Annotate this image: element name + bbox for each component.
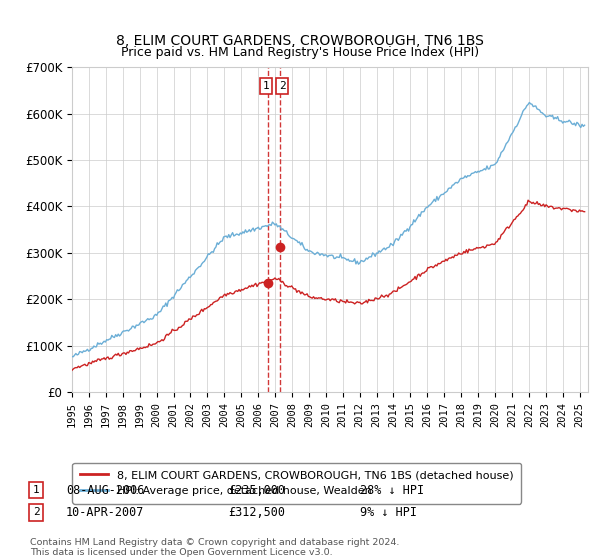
Text: 1: 1 xyxy=(32,485,40,495)
Text: 2: 2 xyxy=(279,81,286,91)
Text: 10-APR-2007: 10-APR-2007 xyxy=(66,506,145,519)
Legend: 8, ELIM COURT GARDENS, CROWBOROUGH, TN6 1BS (detached house), HPI: Average price: 8, ELIM COURT GARDENS, CROWBOROUGH, TN6 … xyxy=(73,463,521,503)
Text: 2: 2 xyxy=(32,507,40,517)
Text: 1: 1 xyxy=(262,81,269,91)
Text: Contains HM Land Registry data © Crown copyright and database right 2024.
This d: Contains HM Land Registry data © Crown c… xyxy=(30,538,400,557)
Text: 08-AUG-2006: 08-AUG-2006 xyxy=(66,483,145,497)
Text: 28% ↓ HPI: 28% ↓ HPI xyxy=(360,483,424,497)
Text: 8, ELIM COURT GARDENS, CROWBOROUGH, TN6 1BS: 8, ELIM COURT GARDENS, CROWBOROUGH, TN6 … xyxy=(116,34,484,48)
Text: £235,000: £235,000 xyxy=(228,483,285,497)
Text: 9% ↓ HPI: 9% ↓ HPI xyxy=(360,506,417,519)
Text: Price paid vs. HM Land Registry's House Price Index (HPI): Price paid vs. HM Land Registry's House … xyxy=(121,46,479,59)
Text: £312,500: £312,500 xyxy=(228,506,285,519)
